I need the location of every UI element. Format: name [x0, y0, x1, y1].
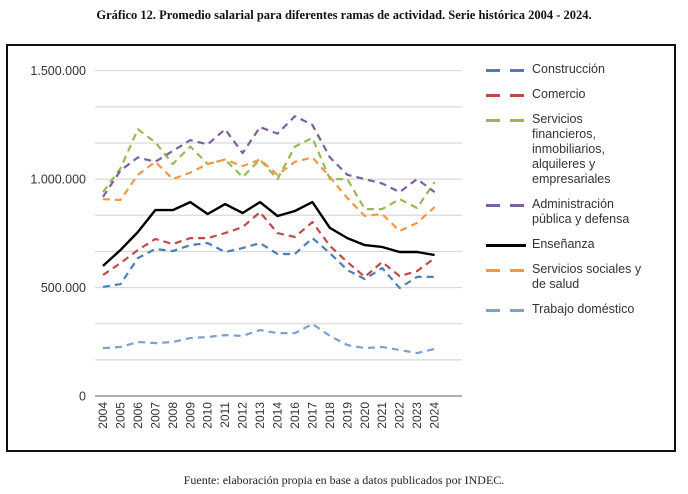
x-tick-label: 2010 [201, 402, 215, 429]
x-tick-label: 2009 [183, 402, 197, 429]
series-line-comercio [102, 211, 436, 278]
x-tick-label: 2023 [410, 402, 424, 429]
series-line-trabajo-doméstico [102, 322, 435, 355]
legend-swatch [486, 269, 526, 272]
legend: Construcción Comercio Servicios financieros… [486, 62, 676, 327]
legend-item: Servicios sociales y de salud [486, 262, 676, 292]
legend-item: Trabajo doméstico [486, 302, 676, 317]
x-tick-label: 2004 [96, 402, 110, 429]
legend-swatch [486, 69, 526, 72]
x-tick-label: 2008 [166, 402, 180, 429]
x-tick-label: 2020 [358, 402, 372, 429]
legend-label: Servicios sociales y de salud [532, 262, 642, 291]
legend-item: Administración pública y defensa [486, 197, 676, 227]
x-tick-label: 2012 [236, 402, 250, 429]
y-axis-tick-labels: 0 500.000 1.000.000 1.500.000 [30, 64, 86, 403]
series-lines [102, 115, 436, 355]
x-tick-label: 2014 [271, 402, 285, 429]
series-line-enseñanza [102, 200, 435, 267]
legend-item: Enseñanza [486, 237, 676, 252]
x-tick-label: 2022 [393, 402, 407, 429]
legend-item: Construcción [486, 62, 676, 77]
legend-item: Servicios financieros, inmobiliarios, alqui… [486, 112, 676, 187]
series-line-servicios-sociales-y-de-salud [102, 156, 436, 233]
legend-item: Comercio [486, 87, 676, 102]
series-line-administración-pública-y-defensa [102, 115, 436, 198]
x-tick-label: 2007 [148, 402, 162, 429]
x-axis-tick-labels: 2004 2005 2006 2007 2008 2009 2010 2011 2012 2013… [96, 402, 442, 429]
x-tick-label: 2016 [288, 402, 302, 429]
legend-label: Enseñanza [532, 237, 595, 251]
chart-frame [6, 44, 676, 452]
y-tick-label: 500.000 [41, 281, 86, 295]
y-tick-label: 1.500.000 [30, 64, 86, 78]
y-tick-label: 1.000.000 [30, 173, 86, 187]
source-note: Fuente: elaboración propia en base a dat… [183, 473, 505, 487]
x-tick-label: 2017 [305, 402, 319, 429]
legend-swatch [486, 119, 526, 122]
legend-swatch [486, 94, 526, 97]
series-line-construcción [102, 237, 435, 290]
x-tick-label: 2011 [218, 402, 232, 428]
legend-swatch [486, 204, 526, 207]
x-tick-label: 2006 [131, 402, 145, 429]
legend-swatch [486, 244, 526, 247]
chart-title: Gráfico 12. Promedio salarial para difer… [96, 8, 592, 22]
legend-label: Servicios financieros, inmobiliarios, alqui… [532, 112, 611, 186]
x-tick-label: 2018 [323, 402, 337, 429]
legend-label: Comercio [532, 87, 586, 101]
legend-label: Administración pública y defensa [532, 197, 630, 226]
x-tick-label: 2005 [113, 402, 127, 429]
legend-label: Construcción [532, 62, 605, 76]
series-line-servicios-financieros-inmobiliarios-alquileres-y-empresariales [102, 128, 436, 211]
x-tick-label: 2021 [375, 402, 389, 429]
x-tick-label: 2019 [340, 402, 354, 429]
x-tick-label: 2013 [253, 402, 267, 429]
x-tick-label: 2024 [428, 402, 442, 429]
legend-swatch [486, 309, 526, 312]
legend-label: Trabajo doméstico [532, 302, 635, 316]
y-tick-label: 0 [79, 390, 86, 404]
